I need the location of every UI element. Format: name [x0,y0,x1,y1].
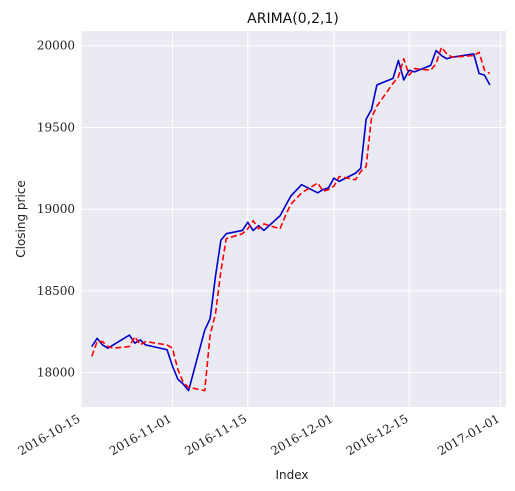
chart-title: ARIMA(0,2,1) [247,11,339,27]
y-tick-label: 19500 [37,120,75,134]
y-axis: 18000 18500 19000 19500 20000 [37,39,75,380]
x-axis-label: Index [275,468,308,482]
series-layer [91,46,491,392]
y-tick-label: 18000 [37,366,75,380]
x-tick-label: 2016-11-15 [182,411,249,458]
x-tick-label: 2016-11-01 [107,411,174,458]
x-tick-label: 2016-10-15 [16,411,83,458]
x-tick-label: 2017-01-01 [435,411,502,458]
series-line-0 [91,49,491,392]
plot-background [81,31,506,407]
y-tick-label: 18500 [37,284,75,298]
series-line-1 [91,46,491,392]
x-axis: 2016-10-15 2016-11-01 2016-11-15 2016-12-01… [16,411,503,458]
grid [80,31,506,407]
y-tick-label: 20000 [37,39,75,53]
x-tick-label: 2016-12-15 [344,411,411,458]
y-tick-label: 19000 [37,202,75,216]
x-tick-label: 2016-12-01 [268,411,335,458]
y-axis-label: Closing price [14,180,28,258]
